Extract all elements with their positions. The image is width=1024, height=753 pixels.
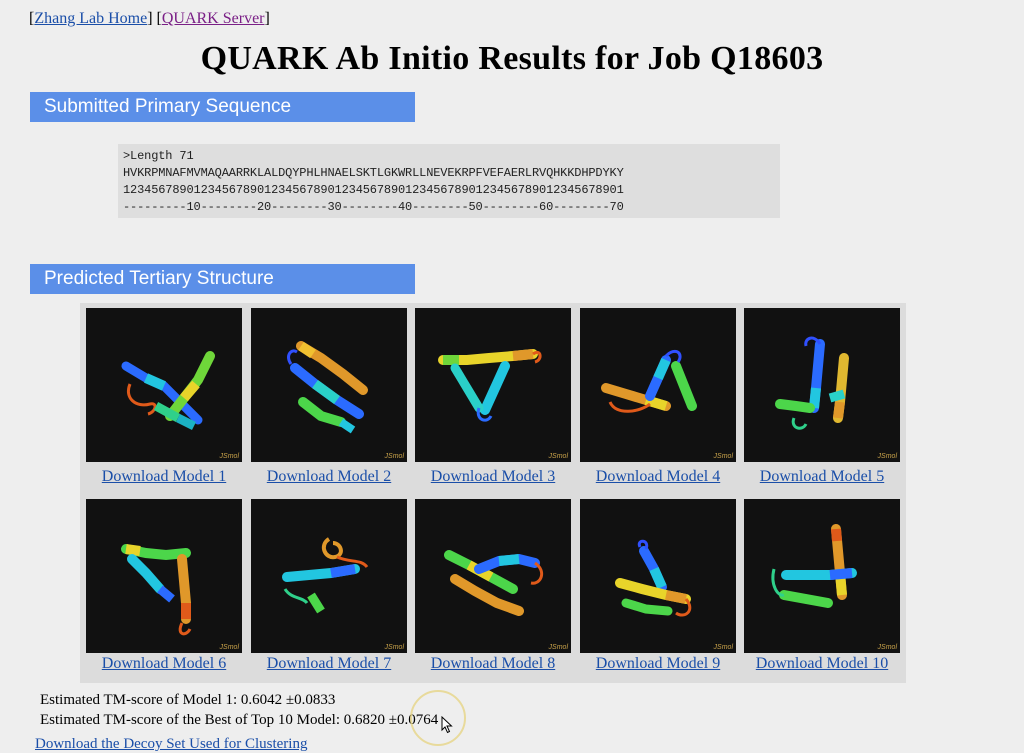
jsmol-label: JSmol bbox=[219, 453, 239, 460]
sequence-residues: HVKRPMNAFMVMAQAARRKLALDQYPHLHNAELSKTLGKW… bbox=[123, 166, 624, 180]
quark-server-link[interactable]: QUARK Server bbox=[161, 10, 265, 27]
jsmol-label: JSmol bbox=[877, 453, 897, 460]
download-model-4-link[interactable]: Download Model 4 bbox=[595, 468, 721, 485]
download-model-10-link[interactable]: Download Model 10 bbox=[755, 655, 889, 672]
page-title: QUARK Ab Initio Results for Job Q18603 bbox=[200, 40, 824, 77]
model-7-viewer[interactable]: JSmol bbox=[251, 499, 407, 653]
protein-structure-icon bbox=[121, 544, 192, 636]
jsmol-label: JSmol bbox=[384, 644, 404, 651]
protein-structure-icon bbox=[438, 349, 542, 422]
model-8-viewer[interactable]: JSmol bbox=[415, 499, 571, 653]
sequence-ruler-digits: 1234567890123456789012345678901234567890… bbox=[123, 183, 624, 197]
protein-structure-icon bbox=[444, 550, 544, 616]
sequence-ruler-ticks: ---------10--------20--------30--------4… bbox=[123, 200, 624, 214]
model-10-viewer[interactable]: JSmol bbox=[744, 499, 900, 653]
mouse-cursor-icon bbox=[441, 716, 453, 734]
download-model-2-link[interactable]: Download Model 2 bbox=[266, 468, 392, 485]
protein-structure-icon bbox=[775, 336, 849, 430]
download-model-5-link[interactable]: Download Model 5 bbox=[759, 468, 885, 485]
model-gallery: JSmol Download Model 1 JSmol Download Mo… bbox=[80, 303, 906, 683]
protein-structure-icon bbox=[287, 341, 368, 434]
protein-structure-icon bbox=[282, 537, 369, 614]
jsmol-label: JSmol bbox=[548, 453, 568, 460]
sequence-box: >Length 71 HVKRPMNAFMVMAQAARRKLALDQYPHLH… bbox=[118, 144, 780, 218]
protein-structure-icon bbox=[121, 351, 215, 431]
sequence-header-line: >Length 71 bbox=[123, 149, 194, 163]
click-highlight-ring bbox=[410, 690, 466, 746]
model-5-viewer[interactable]: JSmol bbox=[744, 308, 900, 462]
jsmol-label: JSmol bbox=[877, 644, 897, 651]
predicted-structure-header: Predicted Tertiary Structure bbox=[30, 264, 415, 294]
download-model-9-link[interactable]: Download Model 9 bbox=[595, 655, 721, 672]
jsmol-label: JSmol bbox=[384, 453, 404, 460]
tm-score-best-top10: Estimated TM-score of the Best of Top 10… bbox=[40, 712, 439, 728]
download-model-3-link[interactable]: Download Model 3 bbox=[430, 468, 556, 485]
download-model-6-link[interactable]: Download Model 6 bbox=[101, 655, 227, 672]
protein-structure-icon bbox=[601, 349, 697, 413]
model-1-viewer[interactable]: JSmol bbox=[86, 308, 242, 462]
zhang-lab-home-link[interactable]: Zhang Lab Home bbox=[34, 10, 148, 27]
model-3-viewer[interactable]: JSmol bbox=[415, 308, 571, 462]
top-nav: [Zhang Lab Home] [QUARK Server] bbox=[29, 10, 270, 27]
jsmol-label: JSmol bbox=[219, 644, 239, 651]
jsmol-label: JSmol bbox=[548, 644, 568, 651]
jsmol-label: JSmol bbox=[713, 644, 733, 651]
jsmol-label: JSmol bbox=[713, 453, 733, 460]
model-6-viewer[interactable]: JSmol bbox=[86, 499, 242, 653]
download-decoy-set-link[interactable]: Download the Decoy Set Used for Clusteri… bbox=[35, 736, 308, 752]
model-2-viewer[interactable]: JSmol bbox=[251, 308, 407, 462]
tm-score-model-1: Estimated TM-score of Model 1: 0.6042 ±0… bbox=[40, 692, 336, 708]
protein-structure-icon bbox=[615, 539, 692, 617]
model-9-viewer[interactable]: JSmol bbox=[580, 499, 736, 653]
model-4-viewer[interactable]: JSmol bbox=[580, 308, 736, 462]
download-model-7-link[interactable]: Download Model 7 bbox=[266, 655, 392, 672]
download-model-8-link[interactable]: Download Model 8 bbox=[430, 655, 556, 672]
protein-structure-icon bbox=[771, 524, 857, 608]
submitted-sequence-header: Submitted Primary Sequence bbox=[30, 92, 415, 122]
download-model-1-link[interactable]: Download Model 1 bbox=[101, 468, 227, 485]
